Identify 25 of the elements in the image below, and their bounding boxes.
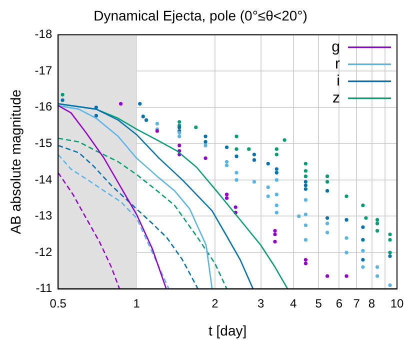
- y-tick-label: -18: [34, 27, 52, 42]
- y-axis-title: AB absolute magnitude: [7, 89, 24, 234]
- x-tick-label: 4: [290, 296, 298, 310]
- x-tick-label: 5: [315, 296, 322, 310]
- x-tick-label: 2: [212, 296, 219, 310]
- y-tick-label: -15: [34, 136, 52, 150]
- legend-label: z: [332, 89, 340, 106]
- y-tick-label: -16: [34, 100, 52, 114]
- y-tick-label: -11: [36, 281, 52, 296]
- x-tick-label: 7: [353, 296, 360, 310]
- x-tick-label: 1: [133, 296, 140, 310]
- y-tick-label: -14: [34, 172, 52, 186]
- x-tick-label: 0.5: [50, 296, 67, 310]
- legend-label: i: [336, 72, 340, 90]
- legend-label: g: [332, 38, 340, 56]
- x-tick-label: 8: [368, 296, 376, 310]
- y-tick-label: -12: [34, 244, 52, 259]
- x-tick-label: 6: [336, 296, 343, 310]
- legend-label: r: [335, 55, 340, 72]
- chart-title: Dynamical Ejecta, pole (0°≤θ<20°): [94, 7, 308, 24]
- y-tick-label: -13: [34, 208, 52, 223]
- y-tick-label: -17: [34, 63, 52, 78]
- x-tick-label: 10: [390, 296, 404, 310]
- x-axis-title: t [day]: [208, 322, 247, 338]
- x-tick-label: 3: [257, 296, 264, 310]
